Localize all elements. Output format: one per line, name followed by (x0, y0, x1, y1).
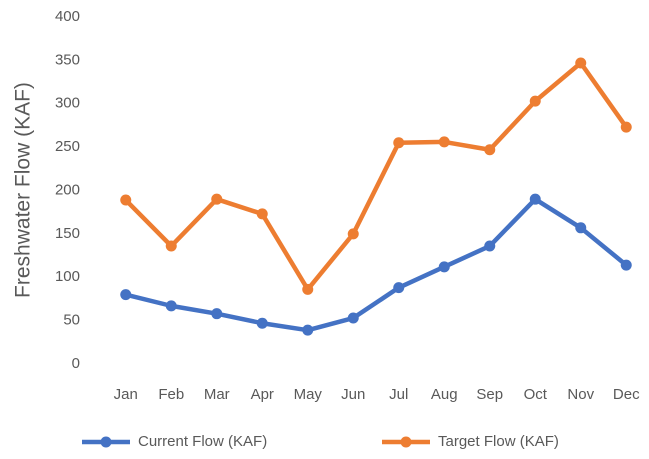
y-tick-label: 150 (55, 225, 80, 242)
data-point (620, 121, 632, 133)
data-point (529, 95, 541, 107)
data-point (211, 193, 223, 205)
x-tick-label: Oct (524, 386, 548, 403)
data-point (256, 208, 268, 220)
series-line (125, 196, 628, 333)
x-tick-label: Jun (341, 386, 365, 403)
data-point (438, 136, 450, 148)
data-point (620, 259, 632, 271)
series-line (124, 60, 629, 292)
x-tick-label: Sep (476, 386, 503, 403)
data-point (165, 300, 177, 312)
data-point (165, 240, 177, 252)
data-point (575, 57, 587, 69)
data-point (120, 194, 132, 206)
legend-marker (100, 436, 112, 448)
x-tick-label: Nov (567, 386, 594, 403)
x-tick-label: Jul (389, 386, 408, 403)
data-point (120, 289, 132, 301)
legend-label: Current Flow (KAF) (138, 433, 267, 450)
data-point (529, 193, 541, 205)
x-tick-label: Jan (114, 386, 138, 403)
data-point (347, 312, 359, 324)
x-tick-label: Apr (251, 386, 274, 403)
legend-label: Target Flow (KAF) (438, 433, 559, 450)
y-axis-title: Freshwater Flow (KAF) (12, 82, 35, 298)
data-point (211, 308, 223, 320)
data-point (575, 222, 587, 234)
y-tick-label: 50 (63, 312, 80, 329)
y-tick-label: 400 (55, 8, 80, 25)
legend-marker (400, 436, 412, 448)
x-tick-label: Mar (204, 386, 230, 403)
y-tick-label: 100 (55, 268, 80, 285)
x-tick-label: Aug (431, 386, 458, 403)
data-point (438, 261, 450, 273)
data-point (484, 240, 496, 252)
data-point (393, 282, 405, 294)
data-point (256, 317, 268, 329)
y-tick-label: 250 (55, 138, 80, 155)
y-tick-label: 300 (55, 95, 80, 112)
y-tick-label: 0 (72, 355, 80, 372)
x-tick-label: Dec (613, 386, 640, 403)
data-point (347, 228, 359, 240)
y-tick-label: 350 (55, 51, 80, 68)
y-tick-label: 200 (55, 181, 80, 198)
x-tick-label: May (294, 386, 323, 403)
x-tick-label: Feb (158, 386, 184, 403)
data-point (302, 324, 314, 336)
data-point (484, 144, 496, 156)
data-point (393, 137, 405, 149)
data-point (302, 283, 314, 295)
